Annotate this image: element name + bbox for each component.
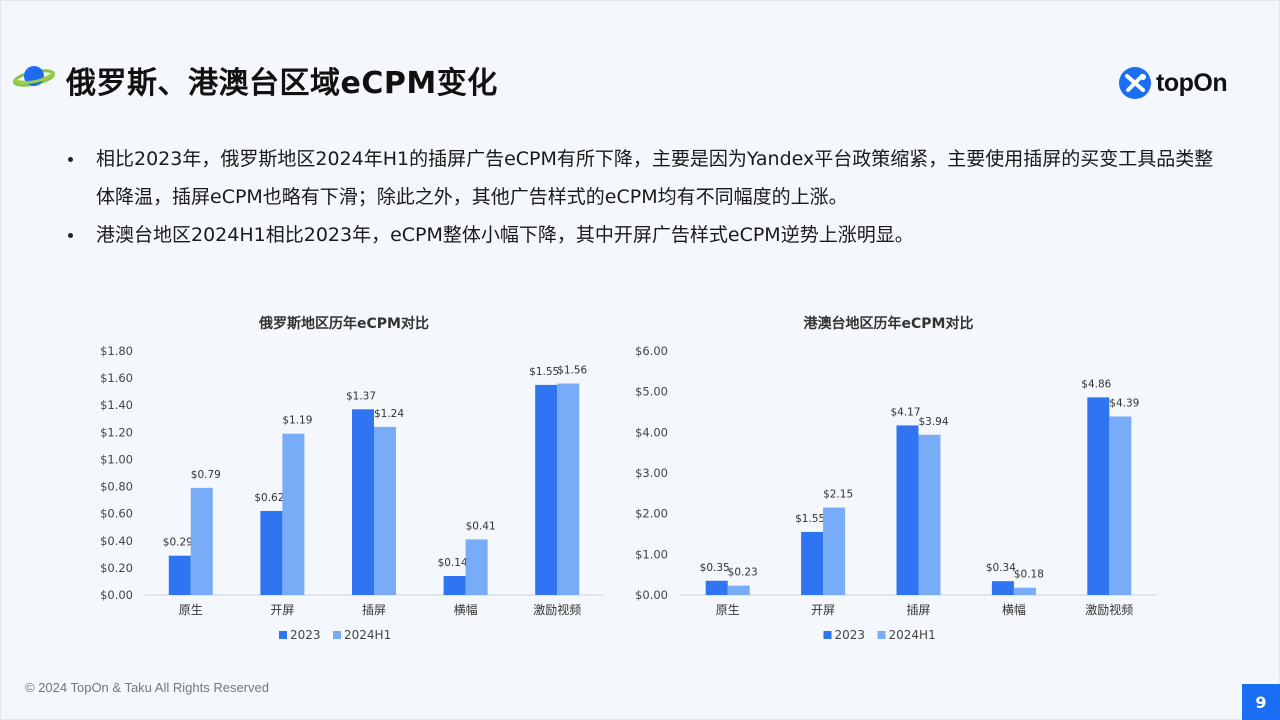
x-category-label: 插屏 <box>362 603 386 617</box>
data-label: $0.41 <box>466 520 496 532</box>
bar-2023 <box>896 425 919 595</box>
y-tick-label: $1.80 <box>100 344 133 358</box>
bar-2023 <box>1087 397 1110 595</box>
data-label: $2.15 <box>823 489 853 501</box>
bar-2024H1 <box>190 487 213 595</box>
logo-text: topOn <box>1156 68 1228 97</box>
legend-label: 2024H1 <box>889 628 936 642</box>
y-tick-label: $2.00 <box>635 507 668 521</box>
bar-2024H1 <box>823 507 846 595</box>
bar-2024H1 <box>557 383 580 595</box>
data-label: $4.39 <box>1109 397 1139 409</box>
y-tick-label: $1.40 <box>100 398 133 412</box>
y-tick-label: $1.20 <box>100 425 133 439</box>
data-label: $0.29 <box>163 537 193 549</box>
russia-chart-svg: 俄罗斯地区历年eCPM对比 $0.00 $0.20 $0.40 $0.60 $0.80 $1… <box>100 315 603 642</box>
y-tick-label: $0.40 <box>100 534 133 548</box>
data-label: $1.37 <box>346 390 376 402</box>
legend-label: 2023 <box>290 628 321 642</box>
legend-swatch <box>279 631 287 639</box>
data-label: $0.79 <box>191 469 221 481</box>
y-tick-label: $0.60 <box>100 507 133 521</box>
russia-chart: 俄罗斯地区历年eCPM对比 $0.00 $0.20 $0.40 $0.60 $0.80 $1… <box>60 300 620 660</box>
x-category-label: 开屏 <box>811 603 835 617</box>
bar-2023 <box>991 581 1014 595</box>
bar-2023 <box>168 555 191 595</box>
data-label: $0.23 <box>728 567 758 579</box>
data-label: $4.17 <box>890 406 920 418</box>
data-label: $3.94 <box>918 416 948 428</box>
legend-label: 2023 <box>835 628 866 642</box>
hk-macao-taiwan-chart-svg: 港澳台地区历年eCPM对比 $0.00 $1.00 $2.00 $3.00 $4.00 $5… <box>635 315 1157 642</box>
bar-2024H1 <box>282 433 305 595</box>
bar-2023 <box>705 580 728 595</box>
data-label: $4.86 <box>1081 378 1111 390</box>
planet-icon <box>12 66 56 87</box>
y-tick-label: $0.00 <box>100 588 133 602</box>
data-label: $1.19 <box>282 415 312 427</box>
bar-2023 <box>801 531 824 595</box>
legend-swatch <box>333 631 341 639</box>
chart-title: 俄罗斯地区历年eCPM对比 <box>258 315 429 332</box>
bullet-item: 相比2023年，俄罗斯地区2024年H1的插屏广告eCPM有所下降，主要是因为Y… <box>66 140 1216 216</box>
bar-2023 <box>443 576 466 595</box>
page-number: 9 <box>1242 684 1280 720</box>
brand-logo: topOn <box>1118 66 1228 100</box>
legend-swatch <box>823 631 832 639</box>
y-tick-label: $1.00 <box>635 547 668 561</box>
x-category-label: 激励视频 <box>533 602 581 617</box>
data-label: $0.14 <box>438 557 468 569</box>
bar-2023 <box>260 510 283 595</box>
x-category-label: 插屏 <box>906 603 930 617</box>
data-label: $0.62 <box>254 492 284 504</box>
bar-2024H1 <box>1109 416 1132 595</box>
data-label: $0.35 <box>700 562 730 574</box>
data-label: $1.55 <box>529 366 559 378</box>
y-tick-label: $1.60 <box>100 371 133 385</box>
y-tick-label: $3.00 <box>635 466 668 480</box>
data-label: $0.18 <box>1014 569 1044 581</box>
x-category-label: 横幅 <box>1002 602 1026 617</box>
legend-swatch <box>877 631 886 639</box>
y-tick-label: $4.00 <box>635 425 668 439</box>
bar-2023 <box>352 409 374 595</box>
data-label: $1.56 <box>557 365 587 377</box>
summary-bullets: 相比2023年，俄罗斯地区2024年H1的插屏广告eCPM有所下降，主要是因为Y… <box>66 140 1216 254</box>
x-category-label: 原生 <box>179 603 203 617</box>
bar-2024H1 <box>918 434 941 595</box>
topon-logo-icon <box>1119 67 1151 99</box>
hk-macao-taiwan-chart: 港澳台地区历年eCPM对比 $0.00 $1.00 $2.00 $3.00 $4.00 $5… <box>600 300 1160 660</box>
bar-2024H1 <box>374 426 396 595</box>
y-tick-label: $6.00 <box>635 344 668 358</box>
copyright-footer: © 2024 TopOn & Taku All Rights Reserved <box>25 680 269 695</box>
page-title: 俄罗斯、港澳台区域eCPM变化 <box>66 66 498 101</box>
y-tick-label: $0.80 <box>100 480 133 494</box>
data-label: $0.34 <box>986 562 1016 574</box>
y-tick-label: $1.00 <box>100 452 133 466</box>
x-category-label: 开屏 <box>270 603 294 617</box>
x-category-label: 原生 <box>716 603 740 617</box>
chart-title: 港澳台地区历年eCPM对比 <box>804 315 974 332</box>
bar-2024H1 <box>465 539 488 595</box>
data-label: $1.55 <box>795 513 825 525</box>
bar-2024H1 <box>727 585 750 595</box>
y-tick-label: $0.20 <box>100 561 133 575</box>
x-category-label: 激励视频 <box>1085 602 1133 617</box>
bar-2023 <box>535 384 558 595</box>
bar-2024H1 <box>1013 587 1036 595</box>
legend-label: 2024H1 <box>344 628 391 642</box>
bullet-item: 港澳台地区2024H1相比2023年，eCPM整体小幅下降，其中开屏广告样式eC… <box>66 216 1216 254</box>
y-tick-label: $0.00 <box>635 588 668 602</box>
y-tick-label: $5.00 <box>635 385 668 399</box>
data-label: $1.24 <box>374 408 404 420</box>
x-category-label: 横幅 <box>454 602 478 617</box>
